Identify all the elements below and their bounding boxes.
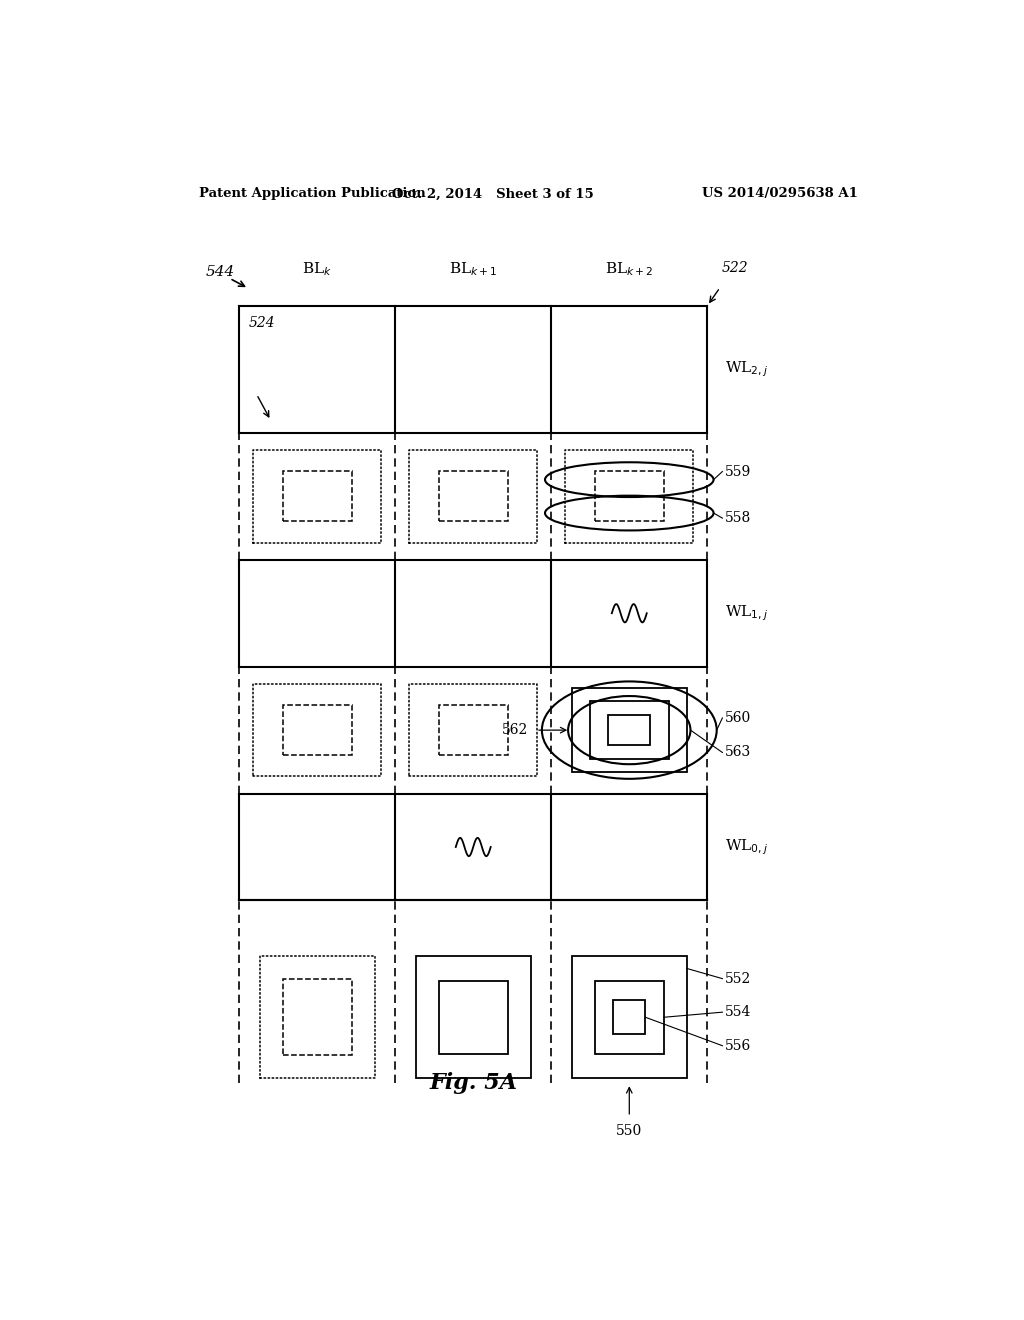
Text: 544: 544: [206, 265, 236, 280]
Text: US 2014/0295638 A1: US 2014/0295638 A1: [702, 187, 858, 201]
Text: 558: 558: [725, 511, 751, 525]
Text: WL$_{0,j}$: WL$_{0,j}$: [725, 837, 768, 857]
Text: 554: 554: [725, 1005, 752, 1019]
Text: 522: 522: [722, 261, 749, 276]
Text: BL$_{k+2}$: BL$_{k+2}$: [605, 260, 653, 279]
Text: Patent Application Publication: Patent Application Publication: [200, 187, 426, 201]
Text: WL$_{1,j}$: WL$_{1,j}$: [725, 603, 768, 623]
Bar: [416, 956, 530, 1078]
Text: 550: 550: [616, 1125, 642, 1138]
Bar: [595, 471, 664, 521]
Bar: [283, 471, 351, 521]
Bar: [571, 689, 687, 772]
Text: BL$_k$: BL$_k$: [302, 260, 332, 279]
Text: 524: 524: [249, 315, 275, 330]
Bar: [595, 981, 664, 1053]
Text: 556: 556: [725, 1039, 751, 1053]
Text: 552: 552: [725, 972, 751, 986]
Text: 559: 559: [725, 465, 751, 479]
Text: Fig. 5A: Fig. 5A: [429, 1072, 517, 1094]
Text: 562: 562: [502, 723, 528, 737]
Bar: [438, 705, 508, 755]
Bar: [438, 981, 508, 1053]
Bar: [283, 705, 351, 755]
Text: BL$_{k+1}$: BL$_{k+1}$: [449, 260, 498, 279]
Text: Oct. 2, 2014   Sheet 3 of 15: Oct. 2, 2014 Sheet 3 of 15: [392, 187, 594, 201]
Bar: [608, 715, 650, 746]
Bar: [283, 979, 351, 1056]
Text: 563: 563: [725, 746, 751, 759]
Bar: [590, 701, 669, 759]
Bar: [438, 471, 508, 521]
Bar: [571, 956, 687, 1078]
Bar: [613, 1001, 645, 1035]
Text: 560: 560: [725, 711, 751, 725]
Text: WL$_{2,j}$: WL$_{2,j}$: [725, 359, 768, 379]
